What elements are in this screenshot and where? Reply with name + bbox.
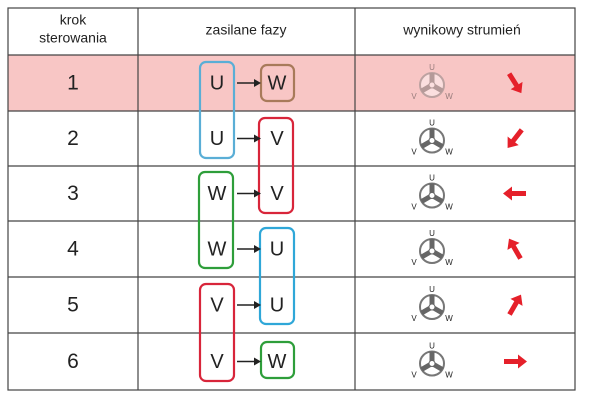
phase-arrow-head [254, 357, 261, 366]
phase-arrow-head [254, 245, 261, 253]
phase-box [198, 282, 236, 383]
rotor-hub [428, 192, 436, 199]
flux-arrow [503, 186, 526, 201]
phase-to: U [270, 294, 284, 316]
rotor-ring [419, 72, 445, 98]
phase-to: W [268, 72, 287, 94]
highlight-row [8, 55, 575, 111]
phase-box [259, 340, 296, 380]
rotor-label: V [411, 148, 417, 157]
phase-from: V [210, 351, 224, 373]
phase-to: V [270, 128, 284, 150]
rotor-icon: U V W [411, 285, 453, 323]
step-number: 1 [67, 72, 79, 95]
header-step-line: krok [60, 12, 87, 28]
table-grid [7, 7, 576, 391]
rotor-hub [428, 247, 436, 255]
rotor-label: V [411, 371, 417, 380]
header-phases: zasilane fazy [206, 22, 287, 38]
rotor-icon: U V W [411, 174, 453, 212]
phase-from: U [210, 72, 224, 94]
rotor-hub [428, 81, 436, 89]
phase-to: V [270, 183, 284, 205]
rotor-label: V [411, 258, 417, 267]
rotor-arm [430, 82, 444, 94]
phase-box [257, 116, 295, 215]
phase-arrow-head [254, 189, 261, 198]
rotor-label: V [411, 203, 417, 212]
rotor-label: U [429, 119, 435, 128]
rotor-label: W [445, 92, 453, 101]
phase-arrow-head [254, 301, 261, 309]
rotor-icon: U V W [411, 342, 453, 380]
rotor-label: U [429, 285, 435, 294]
rotor-label: U [429, 342, 435, 351]
rotor-icon: U V W [411, 229, 453, 267]
step-number: 6 [67, 350, 79, 373]
rotor-label: V [411, 314, 417, 323]
rotor-arm [420, 82, 434, 94]
rotor-label: U [429, 63, 435, 72]
phase-from: V [210, 294, 224, 316]
rotor-label: W [445, 148, 453, 157]
rotor-icon: U V W [411, 63, 453, 101]
rotor-label: U [429, 229, 435, 238]
phase-arrow-head [254, 79, 261, 87]
step-number: 3 [67, 182, 79, 205]
rotor-icon: U V W [411, 119, 453, 157]
flux-arrow [507, 294, 523, 316]
phase-to: U [270, 238, 284, 260]
step-number: 4 [67, 238, 79, 261]
phase-box [197, 170, 235, 270]
step-number: 2 [67, 127, 79, 150]
rotor-label: U [429, 174, 435, 183]
rotor-label: W [445, 258, 453, 267]
rotor-label: V [411, 92, 417, 101]
flux-arrow [507, 72, 523, 94]
table-border [7, 7, 576, 391]
phase-arrow-head [254, 134, 261, 143]
flux-arrow [507, 128, 524, 148]
flux-arrow [507, 238, 523, 260]
phase-from: W [208, 183, 227, 205]
rotor-hub [428, 137, 436, 144]
phase-box [198, 60, 236, 160]
header-step-line: sterowania [39, 30, 107, 46]
flux-arrow [504, 354, 527, 369]
rotor-hub [428, 360, 436, 367]
rotor-label: W [445, 203, 453, 212]
rotor-hub [428, 303, 436, 311]
header-flux: wynikowy strumień [402, 22, 520, 38]
rotor-label: W [445, 371, 453, 380]
phase-from: U [210, 128, 224, 150]
phase-box [258, 226, 296, 326]
phase-to: W [268, 351, 287, 373]
rotor-label: W [445, 314, 453, 323]
step-number: 5 [67, 294, 79, 317]
phase-from: W [208, 238, 227, 260]
